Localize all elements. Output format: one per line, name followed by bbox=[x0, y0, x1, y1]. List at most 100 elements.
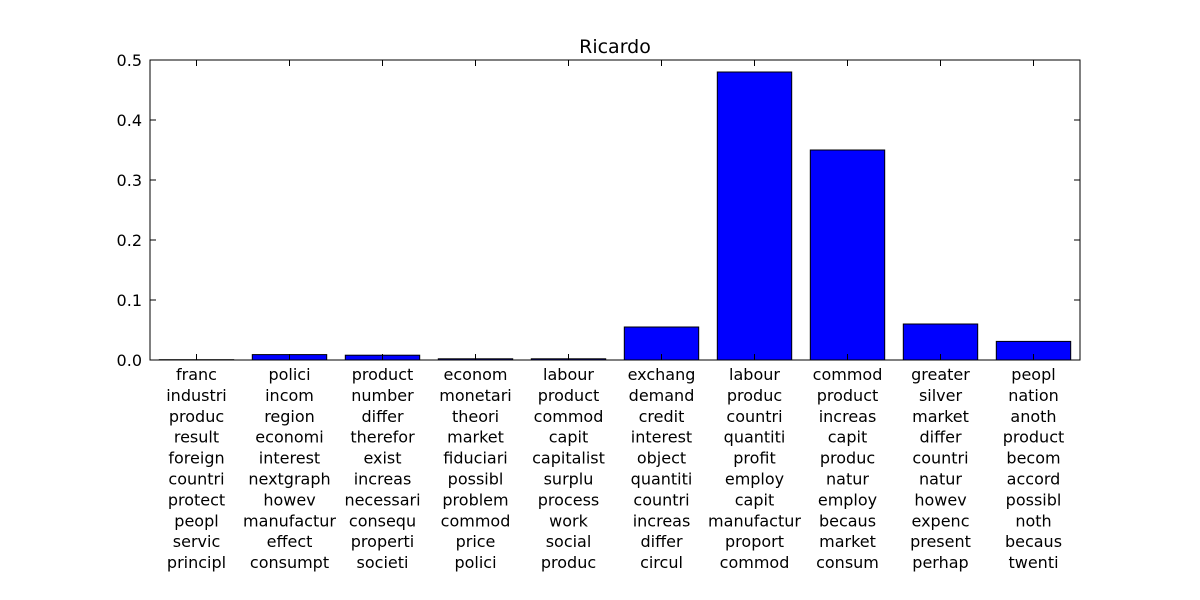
x-tick-label-3: product number differ therefor exist increas n… bbox=[344, 365, 420, 572]
plot-frame bbox=[149, 59, 1081, 361]
x-label-word: differ bbox=[640, 532, 682, 551]
x-tick-label-10: peopl nation anoth product becom accord possib… bbox=[1003, 365, 1065, 572]
x-label-word: perhap bbox=[912, 553, 968, 572]
x-label-word: capitalist bbox=[532, 449, 605, 468]
x-label-word: properti bbox=[351, 532, 414, 551]
x-tick-label-5: labour product commod capit capitalist surplu… bbox=[532, 365, 605, 572]
x-label-word: differ bbox=[919, 428, 961, 447]
x-label-word: number bbox=[351, 386, 414, 405]
x-label-word: manufactur bbox=[708, 511, 801, 530]
x-label-word: product bbox=[1003, 428, 1065, 447]
x-label-word: howev bbox=[263, 490, 315, 509]
y-axis: 0.0 0.1 0.2 0.3 0.4 0.5 bbox=[117, 51, 1080, 370]
x-label-word: profit bbox=[733, 449, 776, 468]
x-tick-label-4: econom monetari theori market fiduciari possi… bbox=[439, 365, 511, 572]
x-label-word: servic bbox=[173, 532, 220, 551]
x-tick-label-2: polici incom region economi interest nextgrap… bbox=[243, 365, 336, 572]
chart-title: Ricardo bbox=[579, 36, 651, 58]
y-tick-label: 0.5 bbox=[117, 51, 142, 70]
x-label-word: exist bbox=[363, 449, 401, 468]
x-label-word: possibl bbox=[448, 470, 504, 489]
x-label-word: anoth bbox=[1010, 407, 1056, 426]
x-label-word: theori bbox=[452, 407, 499, 426]
x-label-word: market bbox=[819, 532, 876, 551]
x-label-word: polici bbox=[268, 365, 310, 384]
y-tick-label: 0.3 bbox=[117, 171, 142, 190]
x-label-word: commod bbox=[441, 511, 511, 530]
x-label-word: increas bbox=[819, 407, 877, 426]
y-tick-label: 0.0 bbox=[117, 351, 142, 370]
x-label-word: societi bbox=[357, 553, 409, 572]
bar-8 bbox=[809, 149, 886, 361]
x-tick-label-9: greater silver market differ countri natur how… bbox=[910, 365, 971, 572]
x-label-word: nextgraph bbox=[248, 470, 330, 489]
x-label-word: interest bbox=[259, 449, 320, 468]
x-label-word: becaus bbox=[819, 511, 876, 530]
x-label-word: labour bbox=[543, 365, 594, 384]
x-label-word: increas bbox=[354, 470, 412, 489]
x-label-word: price bbox=[456, 532, 496, 551]
x-label-word: market bbox=[447, 428, 504, 447]
x-label-word: increas bbox=[633, 511, 691, 530]
x-label-word: protect bbox=[168, 490, 225, 509]
x-tick-label-8: commod product increas capit produc natur empl… bbox=[813, 365, 883, 572]
x-label-word: foreign bbox=[168, 449, 224, 468]
y-tick-label: 0.2 bbox=[117, 231, 142, 250]
x-label-word: work bbox=[549, 511, 588, 530]
x-label-word: incom bbox=[265, 386, 314, 405]
x-label-word: fiduciari bbox=[443, 449, 507, 468]
x-label-word: capit bbox=[549, 428, 588, 447]
x-label-word: consequ bbox=[349, 511, 416, 530]
x-label-word: employ bbox=[725, 470, 784, 489]
x-tick-label-7: labour produc countri quantiti profit employ c… bbox=[708, 365, 801, 572]
x-label-word: produc bbox=[820, 449, 875, 468]
x-label-word: commod bbox=[720, 553, 790, 572]
x-label-word: howev bbox=[914, 490, 966, 509]
x-label-word: economi bbox=[255, 428, 323, 447]
x-label-word: surplu bbox=[544, 470, 594, 489]
x-label-word: commod bbox=[534, 407, 604, 426]
x-label-word: consumpt bbox=[250, 553, 329, 572]
x-label-word: natur bbox=[826, 470, 869, 489]
x-label-word: produc bbox=[169, 407, 224, 426]
x-tick-label-1: franc industri produc result foreign countri p… bbox=[166, 365, 227, 572]
x-label-word: possibl bbox=[1006, 490, 1062, 509]
x-label-word: labour bbox=[729, 365, 780, 384]
x-label-word: greater bbox=[911, 365, 970, 384]
x-label-word: social bbox=[546, 532, 592, 551]
x-label-word: produc bbox=[727, 386, 782, 405]
x-label-word: effect bbox=[267, 532, 313, 551]
x-label-word: quantiti bbox=[724, 428, 786, 447]
x-label-word: principl bbox=[167, 553, 226, 572]
x-label-word: expenc bbox=[912, 511, 970, 530]
x-label-word: industri bbox=[166, 386, 227, 405]
x-label-word: monetari bbox=[439, 386, 511, 405]
x-label-word: peopl bbox=[1011, 365, 1055, 384]
bars-group bbox=[158, 71, 1072, 361]
x-label-word: commod bbox=[813, 365, 883, 384]
x-label-word: exchang bbox=[628, 365, 696, 384]
x-label-word: product bbox=[352, 365, 414, 384]
bar-7 bbox=[716, 71, 793, 361]
x-label-word: noth bbox=[1015, 511, 1051, 530]
x-label-word: accord bbox=[1007, 470, 1061, 489]
x-label-word: peopl bbox=[174, 511, 218, 530]
x-label-word: becom bbox=[1006, 449, 1060, 468]
x-label-word: econom bbox=[444, 365, 508, 384]
x-label-word: employ bbox=[818, 490, 877, 509]
x-label-word: result bbox=[174, 428, 219, 447]
x-label-word: becaus bbox=[1005, 532, 1062, 551]
x-label-word: circul bbox=[640, 553, 683, 572]
x-label-word: product bbox=[538, 386, 600, 405]
x-label-word: capit bbox=[828, 428, 867, 447]
x-label-word: countri bbox=[726, 407, 782, 426]
x-label-word: quantiti bbox=[631, 470, 693, 489]
x-label-word: manufactur bbox=[243, 511, 336, 530]
x-label-word: countri bbox=[633, 490, 689, 509]
x-label-word: process bbox=[538, 490, 599, 509]
y-tick-label: 0.4 bbox=[117, 111, 142, 130]
x-label-word: nation bbox=[1008, 386, 1059, 405]
x-label-word: differ bbox=[361, 407, 403, 426]
x-label-word: consum bbox=[816, 553, 879, 572]
x-label-word: produc bbox=[541, 553, 596, 572]
